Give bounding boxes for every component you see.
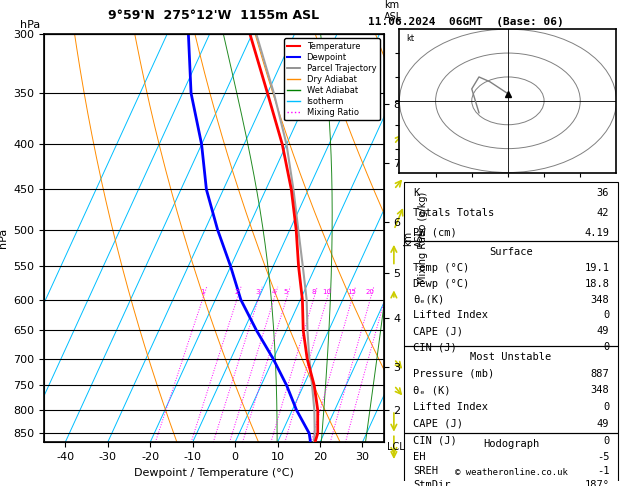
Text: Lifted Index: Lifted Index — [413, 402, 488, 412]
Text: 42: 42 — [597, 208, 610, 218]
Text: CIN (J): CIN (J) — [413, 342, 457, 352]
Text: 4.19: 4.19 — [584, 227, 610, 238]
Text: SREH: SREH — [413, 466, 438, 476]
Text: CAPE (J): CAPE (J) — [413, 419, 463, 429]
Text: 18.8: 18.8 — [584, 279, 610, 289]
Text: 2: 2 — [235, 289, 239, 295]
Text: 0: 0 — [603, 435, 610, 446]
Text: 36: 36 — [597, 188, 610, 198]
Text: θₑ (K): θₑ (K) — [413, 385, 450, 396]
Text: EH: EH — [413, 452, 425, 462]
Text: 49: 49 — [597, 326, 610, 336]
Text: StmDir: StmDir — [413, 480, 450, 486]
Text: 348: 348 — [591, 385, 610, 396]
Text: θₑ(K): θₑ(K) — [413, 295, 444, 305]
Y-axis label: km
ASL: km ASL — [403, 229, 425, 247]
Bar — [404, 182, 618, 241]
Text: Mixing Ratio (g/kg): Mixing Ratio (g/kg) — [418, 192, 428, 284]
Text: 11.06.2024  06GMT  (Base: 06): 11.06.2024 06GMT (Base: 06) — [367, 17, 564, 27]
Text: Totals Totals: Totals Totals — [413, 208, 494, 218]
Text: -1: -1 — [597, 466, 610, 476]
Text: K: K — [413, 188, 419, 198]
Text: © weatheronline.co.uk: © weatheronline.co.uk — [455, 469, 567, 477]
Bar — [404, 241, 618, 346]
Bar — [404, 346, 618, 433]
Text: 0: 0 — [603, 342, 610, 352]
Text: 0: 0 — [603, 311, 610, 320]
Text: hPa: hPa — [20, 20, 40, 30]
Text: 49: 49 — [597, 419, 610, 429]
Text: 20: 20 — [365, 289, 374, 295]
Text: 3: 3 — [256, 289, 260, 295]
Text: Dewp (°C): Dewp (°C) — [413, 279, 469, 289]
Text: PW (cm): PW (cm) — [413, 227, 457, 238]
Text: 887: 887 — [591, 369, 610, 379]
Y-axis label: hPa: hPa — [0, 228, 8, 248]
Text: Surface: Surface — [489, 247, 533, 257]
Text: 4: 4 — [272, 289, 276, 295]
Text: 348: 348 — [591, 295, 610, 305]
Bar — [404, 433, 618, 486]
Text: 9°59'N  275°12'W  1155m ASL: 9°59'N 275°12'W 1155m ASL — [108, 9, 320, 22]
Legend: Temperature, Dewpoint, Parcel Trajectory, Dry Adiabat, Wet Adiabat, Isotherm, Mi: Temperature, Dewpoint, Parcel Trajectory… — [284, 38, 379, 121]
X-axis label: Dewpoint / Temperature (°C): Dewpoint / Temperature (°C) — [134, 468, 294, 478]
Text: 1: 1 — [200, 289, 204, 295]
Text: 15: 15 — [347, 289, 356, 295]
Text: 5: 5 — [284, 289, 288, 295]
Text: Temp (°C): Temp (°C) — [413, 263, 469, 273]
Text: CAPE (J): CAPE (J) — [413, 326, 463, 336]
Text: -5: -5 — [597, 452, 610, 462]
Text: 8: 8 — [311, 289, 316, 295]
Text: kt: kt — [407, 34, 415, 43]
Text: Lifted Index: Lifted Index — [413, 311, 488, 320]
Text: km
ASL: km ASL — [384, 0, 402, 22]
Text: 10: 10 — [322, 289, 331, 295]
Text: Most Unstable: Most Unstable — [470, 352, 552, 362]
Text: Hodograph: Hodograph — [483, 438, 539, 449]
Text: 19.1: 19.1 — [584, 263, 610, 273]
Text: LCL: LCL — [387, 442, 405, 451]
Text: Pressure (mb): Pressure (mb) — [413, 369, 494, 379]
Text: 0: 0 — [603, 402, 610, 412]
Text: 187°: 187° — [584, 480, 610, 486]
Text: CIN (J): CIN (J) — [413, 435, 457, 446]
